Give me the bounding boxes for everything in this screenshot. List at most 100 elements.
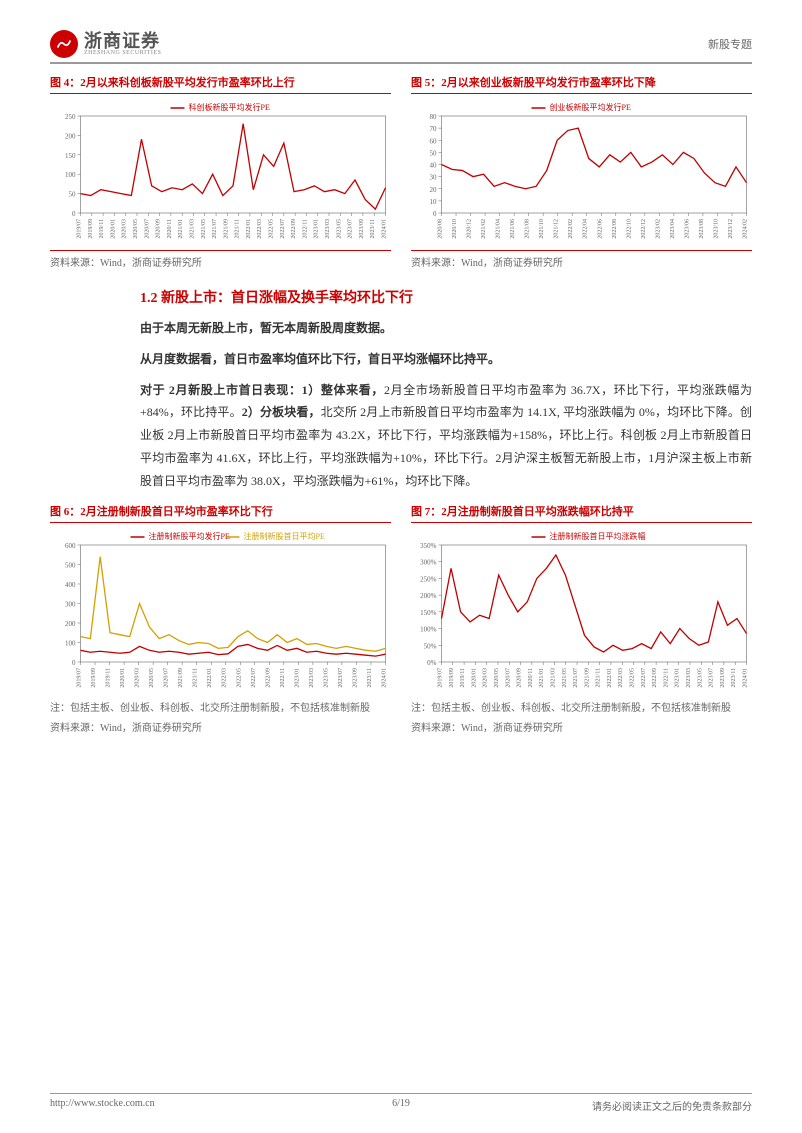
- svg-text:0: 0: [72, 210, 76, 218]
- svg-text:2023/08: 2023/08: [699, 219, 705, 239]
- svg-text:200: 200: [65, 620, 76, 628]
- svg-text:10: 10: [430, 198, 438, 206]
- svg-text:2023/10: 2023/10: [713, 219, 719, 239]
- chart-7-title: 图 7：2月注册制新股首日平均涨跌幅环比持平: [411, 503, 752, 523]
- svg-text:100%: 100%: [420, 625, 437, 633]
- svg-text:2021/11: 2021/11: [235, 219, 241, 238]
- svg-text:2022/09: 2022/09: [265, 668, 271, 688]
- svg-text:2024/01: 2024/01: [382, 668, 388, 688]
- svg-text:60: 60: [430, 137, 438, 145]
- svg-text:2022/04: 2022/04: [583, 219, 589, 239]
- svg-text:2021/10: 2021/10: [539, 219, 545, 239]
- svg-text:40: 40: [430, 162, 438, 170]
- chart-4-container: 图 4：2月以来科创板新股平均发行市盈率环比上行 科创板新股平均发行PE 0 50 1…: [50, 74, 391, 269]
- svg-text:2021/04: 2021/04: [496, 219, 502, 239]
- svg-text:100: 100: [65, 639, 76, 647]
- svg-text:250: 250: [65, 113, 76, 121]
- svg-text:2023/11: 2023/11: [731, 668, 737, 687]
- svg-text:2022/01: 2022/01: [607, 668, 613, 688]
- svg-text:2020/09: 2020/09: [517, 668, 523, 688]
- svg-text:2022/01: 2022/01: [207, 668, 213, 688]
- svg-text:400: 400: [65, 581, 76, 589]
- svg-text:2021/11: 2021/11: [193, 668, 199, 687]
- company-name-en: ZHESHANG SECURITIES: [84, 50, 161, 56]
- svg-text:2020/09: 2020/09: [156, 219, 162, 239]
- chart-4-source: 资料来源：Wind，浙商证券研究所: [50, 250, 391, 269]
- document-topic: 新股专题: [708, 36, 752, 52]
- svg-text:2023/07: 2023/07: [348, 219, 354, 239]
- svg-text:2024/02: 2024/02: [743, 219, 749, 239]
- svg-text:2021/01: 2021/01: [539, 668, 545, 688]
- svg-text:200: 200: [65, 132, 76, 140]
- svg-text:2021/09: 2021/09: [178, 668, 184, 688]
- svg-text:2021/01: 2021/01: [178, 219, 184, 239]
- svg-text:创业板新股平均发行PE: 创业板新股平均发行PE: [550, 102, 631, 112]
- logo-icon: [50, 30, 78, 58]
- svg-text:2021/03: 2021/03: [550, 668, 556, 688]
- svg-text:2020/01: 2020/01: [471, 668, 477, 688]
- svg-text:350%: 350%: [420, 542, 437, 550]
- svg-text:100: 100: [65, 171, 76, 179]
- svg-text:2020/05: 2020/05: [149, 668, 155, 688]
- svg-text:2022/05: 2022/05: [630, 668, 636, 688]
- svg-text:150%: 150%: [420, 608, 437, 616]
- svg-text:2020/11: 2020/11: [167, 219, 173, 238]
- svg-text:2019/11: 2019/11: [99, 219, 105, 238]
- chart-6-source: 资料来源：Wind，浙商证券研究所: [50, 716, 391, 734]
- svg-text:2019/09: 2019/09: [88, 219, 94, 239]
- chart-7-note: 注：包括主板、创业板、科创板、北交所注册制新股，不包括核准制新股: [411, 699, 752, 714]
- paragraph-3: 对于 2月新股上市首日表现：1）整体来看，2月全市场新股首日平均市盈率为 36.…: [140, 379, 752, 493]
- svg-text:2020/03: 2020/03: [483, 668, 489, 688]
- svg-text:2020/03: 2020/03: [122, 219, 128, 239]
- svg-text:2020/01: 2020/01: [110, 219, 116, 239]
- svg-text:2023/12: 2023/12: [728, 219, 734, 239]
- svg-text:2023/09: 2023/09: [720, 668, 726, 688]
- svg-text:200%: 200%: [420, 592, 437, 600]
- chart-6-title: 图 6：2月注册制新股首日平均市盈率环比下行: [50, 503, 391, 523]
- svg-text:2023/03: 2023/03: [325, 219, 331, 239]
- svg-text:2022/07: 2022/07: [280, 219, 286, 239]
- svg-text:70: 70: [430, 125, 438, 133]
- svg-text:500: 500: [65, 561, 76, 569]
- svg-text:2023/06: 2023/06: [684, 219, 690, 239]
- svg-text:2023/04: 2023/04: [670, 219, 676, 239]
- footer-url: http://www.stocke.com.cn: [50, 1098, 155, 1113]
- svg-text:2023/07: 2023/07: [338, 668, 344, 688]
- svg-text:50: 50: [69, 191, 77, 199]
- page-header: 浙商证券 ZHESHANG SECURITIES 新股专题: [50, 30, 752, 64]
- chart-7: 注册制新股首日平均涨跌幅0%50%100%150%200%250%300%350…: [411, 527, 752, 697]
- chart-6: 注册制新股平均发行PE注册制新股首日平均PE010020030040050060…: [50, 527, 391, 697]
- svg-text:科创板新股平均发行PE: 科创板新股平均发行PE: [189, 102, 270, 112]
- company-name-cn: 浙商证券: [84, 32, 161, 50]
- svg-text:2023/05: 2023/05: [336, 219, 342, 239]
- svg-text:2022/11: 2022/11: [302, 219, 308, 238]
- chart-4: 科创板新股平均发行PE0501001502002502019/072019/09…: [50, 98, 391, 248]
- svg-text:2020/08: 2020/08: [438, 219, 444, 239]
- chart-7-container: 图 7：2月注册制新股首日平均涨跌幅环比持平 注册制新股首日平均涨跌幅0%50%…: [411, 503, 752, 734]
- svg-text:300%: 300%: [420, 558, 437, 566]
- svg-text:2019/07: 2019/07: [77, 668, 83, 688]
- svg-text:50%: 50%: [424, 642, 437, 650]
- svg-text:2021/07: 2021/07: [212, 219, 218, 239]
- svg-text:2022/03: 2022/03: [222, 668, 228, 688]
- paragraph-2: 从月度数据看，首日市盈率均值环比下行，首日平均涨幅环比持平。: [140, 348, 752, 371]
- svg-text:2023/09: 2023/09: [352, 668, 358, 688]
- svg-text:2021/07: 2021/07: [573, 668, 579, 688]
- svg-text:2022/09: 2022/09: [652, 668, 658, 688]
- chart-5-container: 图 5：2月以来创业板新股平均发行市盈率环比下降 创业板新股平均发行PE0102…: [411, 74, 752, 269]
- svg-text:600: 600: [65, 542, 76, 550]
- svg-text:2022/05: 2022/05: [236, 668, 242, 688]
- footer-disclaimer: 请务必阅读正文之后的免责条款部分: [592, 1098, 752, 1113]
- chart-5: 创业板新股平均发行PE010203040506070802020/082020/…: [411, 98, 752, 248]
- svg-text:2022/12: 2022/12: [641, 219, 647, 239]
- svg-text:2020/07: 2020/07: [164, 668, 170, 688]
- svg-text:2022/11: 2022/11: [663, 668, 669, 687]
- svg-text:2020/07: 2020/07: [505, 668, 511, 688]
- svg-text:2023/11: 2023/11: [370, 219, 376, 238]
- svg-text:2021/05: 2021/05: [201, 219, 207, 239]
- page-footer: http://www.stocke.com.cn 6/19 请务必阅读正文之后的…: [50, 1093, 752, 1113]
- company-logo: 浙商证券 ZHESHANG SECURITIES: [50, 30, 161, 58]
- svg-text:2021/05: 2021/05: [562, 668, 568, 688]
- chart-4-title: 图 4：2月以来科创板新股平均发行市盈率环比上行: [50, 74, 391, 94]
- svg-text:300: 300: [65, 600, 76, 608]
